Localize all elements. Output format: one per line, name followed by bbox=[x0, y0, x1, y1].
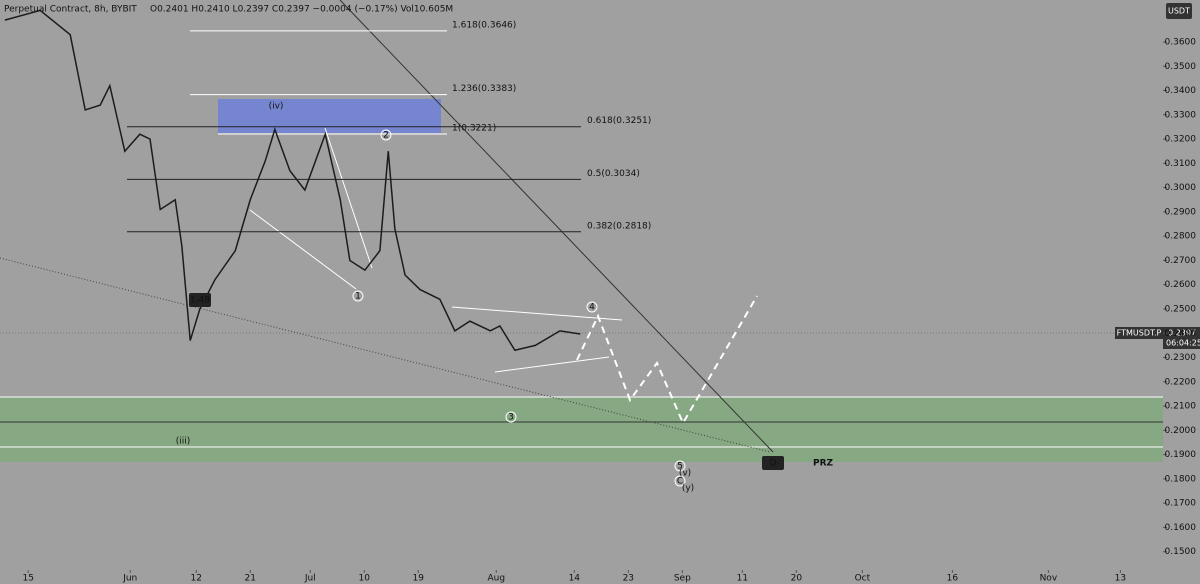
x-tick-label: 19 bbox=[413, 574, 425, 584]
y-tick-label: 0.2400 bbox=[1165, 329, 1197, 339]
y-tick-label: 0.3000 bbox=[1165, 183, 1197, 193]
y-axis-area bbox=[1163, 0, 1200, 584]
x-tick-label: 11 bbox=[737, 574, 748, 584]
x-tick-label: Jul bbox=[304, 574, 316, 584]
wave-circle bbox=[380, 129, 392, 141]
y-tick-label: 0.3400 bbox=[1165, 86, 1197, 96]
last-price: 0.2397 bbox=[1168, 329, 1196, 338]
x-tick-label: 10 bbox=[359, 574, 371, 584]
y-tick-label: 0.2100 bbox=[1165, 402, 1197, 412]
x-tick-label: 16 bbox=[947, 574, 959, 584]
wave-label: 1.48 bbox=[190, 296, 210, 306]
y-tick-label: 0.3300 bbox=[1165, 110, 1197, 120]
wave-label: 4 bbox=[589, 303, 595, 313]
header-title: Perpetual Contract, 8h, BYBIT bbox=[4, 5, 137, 15]
x-tick-label: 12 bbox=[191, 574, 202, 584]
y-tick-label: 0.2500 bbox=[1165, 305, 1197, 315]
x-tick-label: 23 bbox=[623, 574, 634, 584]
wedge-line bbox=[324, 127, 373, 269]
y-tick-label: 0.2000 bbox=[1165, 426, 1197, 436]
y-tick-label: 0.2200 bbox=[1165, 377, 1197, 387]
y-tick-label: 0.1600 bbox=[1165, 523, 1197, 533]
wave-label: D bbox=[770, 459, 777, 469]
symbol-box bbox=[1115, 327, 1163, 339]
wave-label: 1 bbox=[355, 292, 361, 302]
wave-label: C bbox=[677, 477, 683, 487]
box bbox=[218, 99, 441, 133]
wave-label: 2 bbox=[383, 131, 389, 141]
wave-circle bbox=[674, 475, 686, 487]
y-tick-label: 0.1700 bbox=[1165, 499, 1197, 509]
currency: USDT bbox=[1168, 7, 1190, 16]
fib-label: 1(0.3221) bbox=[452, 123, 496, 133]
y-tick-label: 0.2300 bbox=[1165, 353, 1197, 363]
y-tick-label: 0.3500 bbox=[1165, 62, 1197, 72]
y-tick-label: 0.1800 bbox=[1165, 474, 1197, 484]
wave-circle bbox=[674, 460, 686, 472]
wave-label: (iv) bbox=[269, 102, 284, 112]
x-tick-label: Nov bbox=[1040, 574, 1058, 584]
trendline bbox=[339, 0, 774, 453]
price-line bbox=[4, 9, 581, 352]
wedge-line bbox=[249, 209, 357, 290]
y-tick-label: 0.3100 bbox=[1165, 159, 1197, 169]
wave-circle bbox=[505, 411, 517, 423]
wave-label: 5 bbox=[677, 462, 683, 472]
x-tick-label: Oct bbox=[855, 574, 871, 584]
triangle-line bbox=[451, 306, 623, 321]
x-tick-label: 15 bbox=[22, 574, 33, 584]
y-tick-label: 0.3200 bbox=[1165, 135, 1197, 145]
y-tick-label: 0.1900 bbox=[1165, 450, 1197, 460]
y-tick-label: 0.2800 bbox=[1165, 232, 1197, 242]
y-tick-label: 0.3600 bbox=[1165, 37, 1197, 47]
x-tick-label: 14 bbox=[569, 574, 581, 584]
x-tick-label: 20 bbox=[791, 574, 803, 584]
price-box bbox=[1163, 327, 1200, 349]
currency-box bbox=[1166, 3, 1192, 19]
x-tick-label: 13 bbox=[1115, 574, 1126, 584]
wave-circle bbox=[586, 301, 598, 313]
triangle-line bbox=[494, 356, 610, 373]
fib-label: 1.618(0.3646) bbox=[452, 20, 516, 30]
label-box bbox=[762, 456, 784, 470]
y-tick-label: 0.2900 bbox=[1165, 207, 1197, 217]
projection bbox=[576, 295, 758, 426]
trendline bbox=[0, 257, 771, 453]
wave-label: (iii) bbox=[176, 437, 191, 447]
prz-zone bbox=[0, 397, 1163, 462]
y-tick-label: 0.2600 bbox=[1165, 280, 1197, 290]
fib-label: 0.5(0.3034) bbox=[587, 169, 640, 179]
wave-label: (v) bbox=[679, 469, 691, 479]
wave-circle bbox=[352, 290, 364, 302]
wave-label: 3 bbox=[508, 413, 514, 423]
symbol: FTMUSDT.P bbox=[1117, 329, 1162, 338]
x-tick-label: Sep bbox=[674, 574, 691, 584]
wave-label: PRZ bbox=[813, 459, 834, 469]
fib-label: 0.382(0.2818) bbox=[587, 221, 651, 231]
x-tick-label: Jun bbox=[122, 574, 137, 584]
x-tick-label: 21 bbox=[245, 574, 256, 584]
label-box bbox=[189, 293, 211, 307]
header-ohlc: O0.2401 H0.2410 L0.2397 C0.2397 −0.0004 … bbox=[150, 5, 453, 15]
y-tick-label: 0.1500 bbox=[1165, 547, 1197, 557]
countdown: 06:04:25 bbox=[1166, 339, 1200, 348]
x-tick-label: Aug bbox=[487, 574, 505, 584]
fib-label: 0.618(0.3251) bbox=[587, 116, 651, 126]
fib-label: 1.236(0.3383) bbox=[452, 84, 516, 94]
y-tick-label: 0.2700 bbox=[1165, 256, 1197, 266]
wave-label: (y) bbox=[682, 484, 694, 494]
